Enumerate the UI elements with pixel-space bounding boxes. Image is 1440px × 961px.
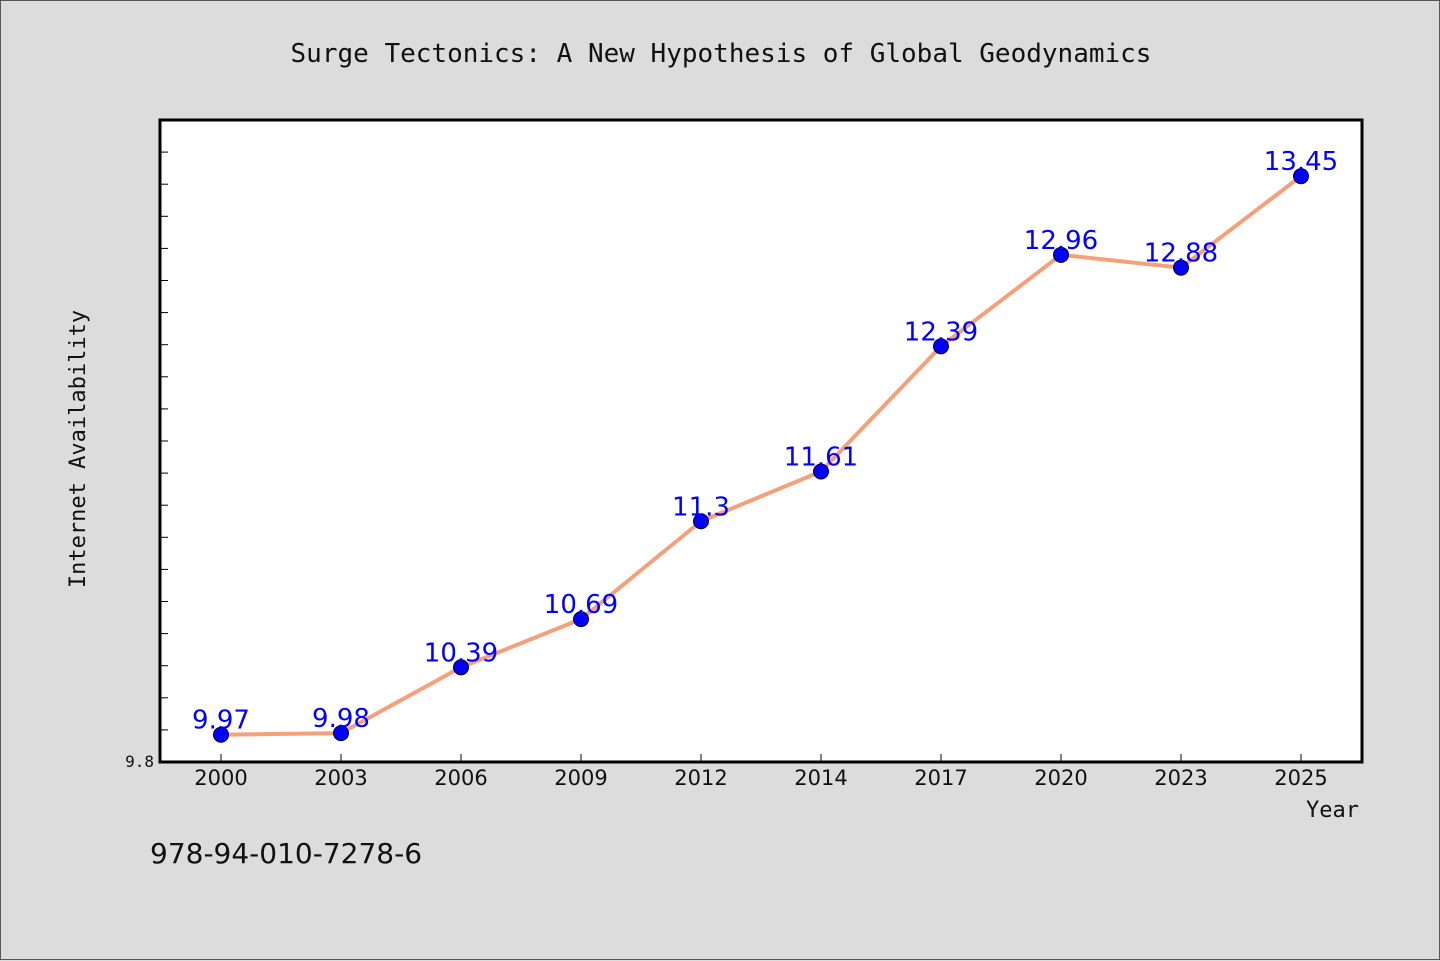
x-axis-label: Year [1306,798,1359,823]
isbn-label: 978-94-010-7278-6 [150,837,422,870]
data-point [813,463,829,480]
plot-area [158,118,1364,764]
x-tick-label: 2000 [194,766,247,790]
x-tick-label: 2003 [314,766,367,790]
data-point [453,659,469,676]
x-tick-label: 2014 [794,766,847,790]
data-label: 9.97 [192,706,250,736]
x-tick-label: 2025 [1274,766,1327,790]
data-label: 9.98 [312,704,370,734]
data-point [1173,259,1189,276]
data-point [933,338,949,355]
data-label: 12.39 [904,317,978,347]
y-tick-label: 9.8 [125,752,154,771]
data-series [213,168,1309,743]
x-tick-label: 2020 [1034,766,1087,790]
data-label: 10.69 [544,590,618,620]
data-point [333,725,349,742]
x-tick-label: 2017 [914,766,967,790]
data-labels: 9.97 9.98 10.39 10.69 11.3 11.61 12.39 12.96 12.… [192,147,1338,736]
chart-title: Surge Tectonics: A New Hypothesis of Glo… [291,39,1152,69]
y-axis-ticks: 9.8 [125,119,168,771]
data-label: 11.61 [784,442,858,472]
data-label: 13.45 [1264,147,1338,177]
data-point [693,513,709,530]
data-label: 12.88 [1144,239,1218,269]
data-point [1053,246,1069,263]
x-axis-ticks: 2000 2003 2006 2009 2012 2014 2017 2020 2023 2025 [194,754,1328,790]
data-label: 10.39 [424,638,498,668]
x-tick-label: 2023 [1154,766,1207,790]
x-tick-label: 2012 [674,766,727,790]
y-axis-label: Internet Availability [66,310,91,588]
series-line [219,174,1303,737]
data-point [213,726,229,743]
x-tick-label: 2006 [434,766,487,790]
data-label: 11.3 [672,492,730,522]
data-point [1293,168,1309,185]
x-tick-label: 2009 [554,766,607,790]
data-label: 12.96 [1024,226,1098,256]
data-point [573,611,589,628]
